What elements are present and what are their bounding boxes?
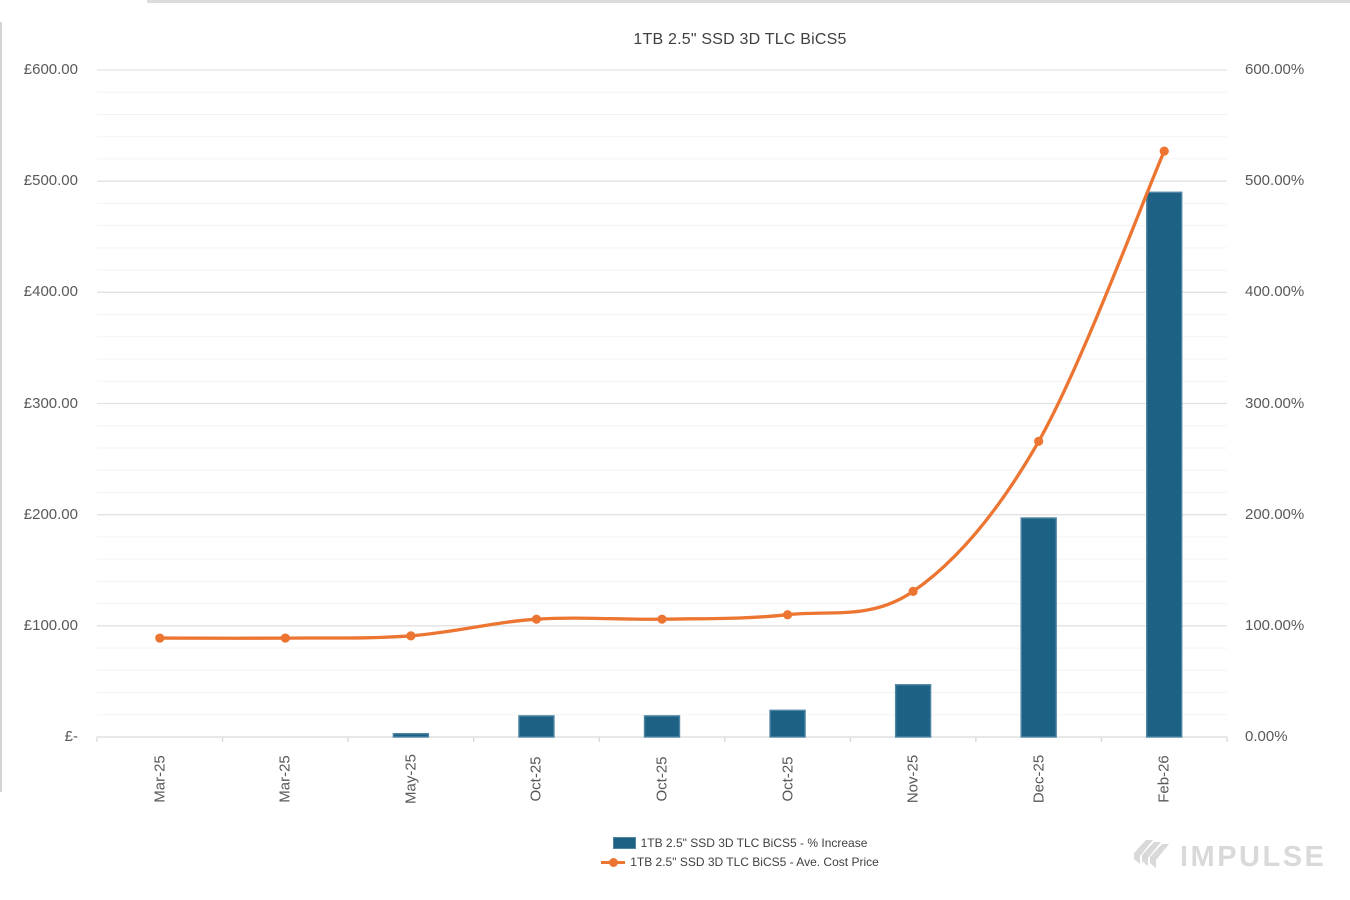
bar-pct-increase <box>1146 191 1183 738</box>
impulse-logo-text: IMPULSE <box>1180 840 1327 873</box>
impulse-logo-icon <box>1134 840 1169 868</box>
line-marker-dot <box>657 614 667 624</box>
line-swatch-marker <box>609 858 619 867</box>
left-axis-tick-label: £600.00 <box>23 61 78 78</box>
bar-pct-increase <box>894 684 932 738</box>
bar-pct-increase <box>769 709 806 738</box>
line-marker-dot <box>908 586 918 596</box>
line-marker-dot <box>280 633 290 643</box>
line-series-swatch-icon <box>601 856 626 868</box>
bar-series-swatch-icon <box>612 837 636 849</box>
line-marker-dot <box>406 631 416 641</box>
line-marker-dot <box>782 610 793 620</box>
left-axis-tick-label: £500.00 <box>23 172 78 190</box>
right-axis-tick-label: 300.00% <box>1245 394 1305 412</box>
impulse-watermark: IMPULSE <box>1128 836 1326 878</box>
line-marker-dot <box>1034 436 1044 446</box>
chart-border-left <box>0 22 2 792</box>
right-axis-tick-label: 600.00% <box>1245 61 1305 78</box>
right-axis-tick-label: 400.00% <box>1245 283 1305 301</box>
right-axis-tick-label: 200.00% <box>1245 505 1305 523</box>
ave-cost-price-line <box>158 149 1166 640</box>
x-axis-category-label: Feb-26 <box>1155 755 1173 803</box>
window-edge-top <box>147 0 1350 3</box>
bar-pct-increase <box>1020 517 1057 738</box>
x-axis-category-label: Oct-25 <box>527 756 545 802</box>
right-axis-tick-label: 100.00% <box>1245 616 1305 634</box>
left-axis-tick-label: £400.00 <box>23 283 78 301</box>
x-axis-category-label: Nov-25 <box>904 754 922 804</box>
bar-pct-increase <box>518 715 555 738</box>
right-axis-tick-label: 500.00% <box>1245 172 1305 190</box>
bar-pct-increase <box>392 732 430 738</box>
x-axis-category-label: Mar-25 <box>276 755 294 803</box>
right-axis-tick-label: 0.00% <box>1245 728 1288 745</box>
legend-item-pct-increase: 1TB 2.5" SSD 3D TLC BiCS5 - % Increase <box>612 836 868 850</box>
left-axis-tick-label: £- <box>64 728 78 745</box>
legend-item-ave-cost-price: 1TB 2.5" SSD 3D TLC BiCS5 - Ave. Cost Pr… <box>601 855 879 869</box>
x-axis-category-label: Mar-25 <box>151 755 169 803</box>
legend-label-pct-increase: 1TB 2.5" SSD 3D TLC BiCS5 - % Increase <box>640 836 868 850</box>
line-marker-dot <box>1159 146 1169 156</box>
legend-label-ave-cost-price: 1TB 2.5" SSD 3D TLC BiCS5 - Ave. Cost Pr… <box>630 855 879 869</box>
bar-pct-increase <box>643 715 681 738</box>
left-axis-tick-label: £200.00 <box>23 505 78 523</box>
x-axis-category-label: Oct-25 <box>779 756 797 802</box>
x-axis-category-label: May-25 <box>402 753 420 805</box>
chart-title: 1TB 2.5" SSD 3D TLC BiCS5 <box>633 31 847 48</box>
left-axis-tick-label: £300.00 <box>23 394 78 412</box>
line-marker-dot <box>531 614 542 624</box>
x-axis-category-label: Dec-25 <box>1030 754 1048 804</box>
legend: 1TB 2.5" SSD 3D TLC BiCS5 - % Increase 1… <box>130 836 1350 869</box>
x-axis-category-label: Oct-25 <box>653 756 671 802</box>
left-axis-tick-label: £100.00 <box>23 616 78 634</box>
line-marker-dot <box>155 633 165 643</box>
